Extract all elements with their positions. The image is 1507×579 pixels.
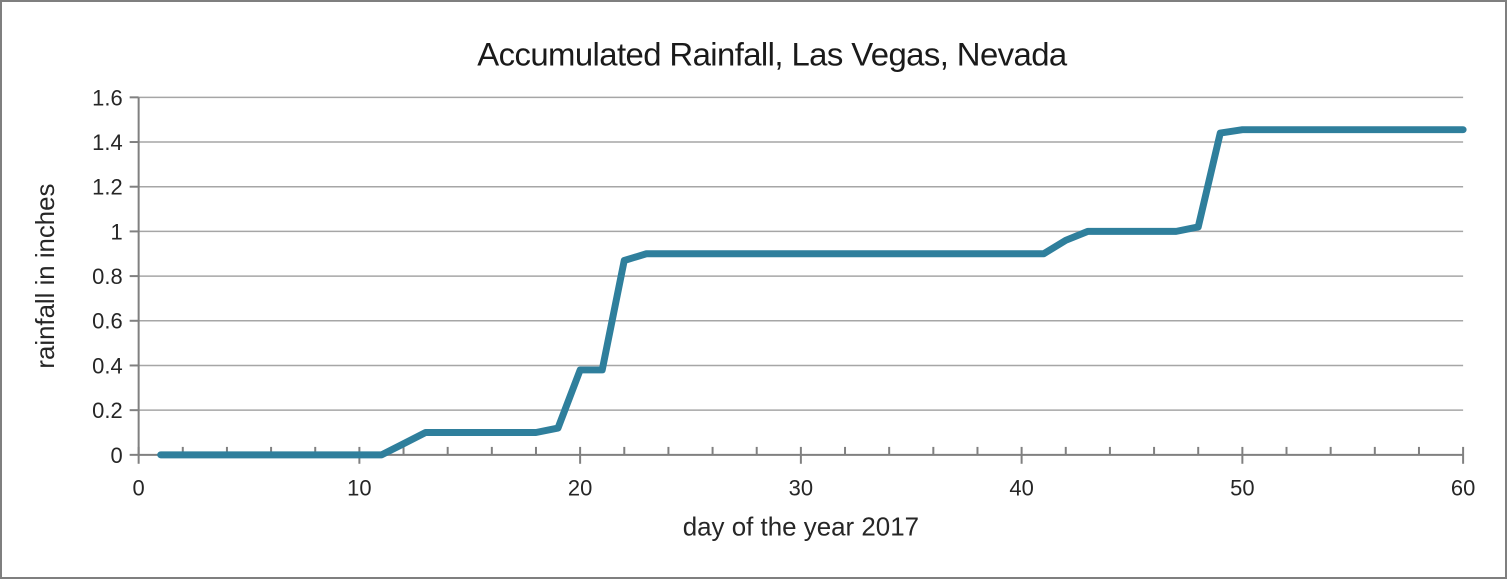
x-tick-label: 20 [568,476,592,501]
x-tick-label: 60 [1451,476,1475,501]
y-tick-label: 0.2 [92,398,122,423]
y-tick-label: 0.4 [92,353,122,378]
rainfall-line [157,126,1467,459]
y-tick-label: 0 [110,443,122,468]
y-tick-label: 0.6 [92,309,122,334]
x-tick-label: 50 [1230,476,1254,501]
y-tick-label: 1.4 [92,130,122,155]
x-tick-label: 0 [133,476,145,501]
x-tick-label: 40 [1009,476,1033,501]
y-tick-label: 1.2 [92,175,122,200]
x-axis-title: day of the year 2017 [683,513,919,541]
plot-area: 0 0.2 0.4 0.6 0.8 1 1.2 1.4 1.6 0 10 20 30 40 50 60 [92,85,1475,500]
y-tick-label: 0.8 [92,264,122,289]
y-axis-title: rainfall in inches [32,184,60,369]
y-tick-label: 1.6 [92,85,122,110]
x-tick-label: 10 [347,476,371,501]
y-tick-label: 1 [110,219,122,244]
chart-title: Accumulated Rainfall, Las Vegas, Nevada [477,36,1068,73]
x-tick-label: 30 [789,476,813,501]
